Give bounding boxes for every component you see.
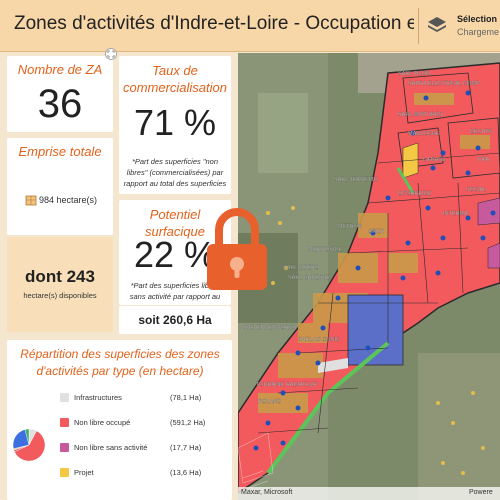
kpi-emprise-totale: Emprise totale 984 hectare(s)	[7, 138, 113, 235]
map-label: MAILLOCHE	[408, 131, 440, 137]
kpi-nombre-za-label: Nombre de ZA	[17, 62, 103, 77]
kpi-taux-commercialisation: Taux de commercialisation 71 % *Part des…	[119, 56, 231, 194]
header-divider	[418, 8, 419, 44]
kpi-nombre-za: Nombre de ZA 36	[7, 56, 113, 132]
map-view[interactable]: SARL FILON SAPRA ELECTRICAL COMP SARL MI…	[238, 53, 500, 500]
map-canvas[interactable]: SARL FILON SAPRA ELECTRICAL COMP SARL MI…	[238, 53, 500, 500]
map-label: SARL FILON	[398, 71, 430, 77]
legend-item[interactable]: Infrastructures (78,1 Ha)	[56, 391, 216, 405]
kpi-emprise-label: Emprise totale	[18, 144, 102, 159]
kpi-taux-value: 71 %	[133, 102, 217, 143]
legend-label: Non libre sans activité	[74, 443, 148, 452]
map-label: SAPRA ELECTRICAL COMP	[408, 81, 480, 87]
kpi-potentiel-value: 22 %	[133, 234, 217, 275]
kpi-soit: soit 260,6 Ha	[119, 306, 231, 334]
map-label: SHE ET NETWORKS	[243, 325, 296, 331]
kpi-disponibles-label: hectare(s) disponibles	[23, 291, 97, 300]
selection-status: Chargeme	[457, 27, 500, 37]
legend-item[interactable]: Non libre sans activité (17,7 Ha)	[56, 441, 216, 455]
legend-label: Infrastructures	[74, 393, 122, 402]
app-header: Zones d'activités d'Indre-et-Loire - Occ…	[0, 0, 500, 52]
map-label: ROLAND	[258, 399, 281, 405]
kpi-disponibles-value: dont 243	[25, 267, 95, 286]
legend-label: Non libre occupé	[74, 418, 131, 427]
map-label: MERITOSIDE	[308, 247, 342, 253]
legend-swatch	[60, 418, 69, 427]
lock-icon	[207, 208, 267, 290]
layers-icon[interactable]	[426, 14, 448, 36]
map-label: LA BASE	[423, 157, 446, 163]
map-label: ORER	[368, 229, 384, 235]
repartition-pie-chart[interactable]	[12, 428, 46, 462]
legend-value: (591,2 Ha)	[170, 418, 206, 427]
land-parcel-icon	[25, 195, 37, 206]
map-label: OCORREIDE	[398, 191, 432, 197]
map-label: SOCIAL	[466, 187, 486, 193]
selection-title[interactable]: Sélection p	[457, 14, 500, 24]
map-label: SARL AS CONIC	[298, 337, 340, 343]
kpi-taux-note: *Part des superficies "non libres" (comm…	[123, 157, 227, 188]
map-label: SARL LIBERO	[283, 265, 320, 271]
legend-item[interactable]: Non libre occupé (591,2 Ha)	[56, 416, 216, 430]
kpi-taux-label: Taux de commercialisation	[122, 63, 228, 95]
legend-value: (78,1 Ha)	[170, 393, 202, 402]
map-label: METRON	[338, 224, 362, 230]
legend-swatch	[60, 468, 69, 477]
repartition-panel: Répartition des superficies des zones d'…	[7, 340, 232, 500]
kpi-nombre-za-value: 36	[37, 82, 83, 126]
legend-item[interactable]: Projet (13,6 Ha)	[56, 466, 216, 480]
map-label: TOURAINE RADIATEUR	[256, 382, 317, 388]
kpi-soit-value: soit 260,6 Ha	[138, 313, 212, 327]
map-attribution: Maxar, Microsoft Powere	[238, 487, 500, 500]
legend-value: (17,7 Ha)	[170, 443, 202, 452]
kpi-disponibles: dont 243 hectare(s) disponibles	[7, 237, 113, 332]
map-label: INTERMA	[443, 211, 468, 217]
attribution-source: Maxar, Microsoft	[241, 489, 293, 496]
kpi-emprise-value: 984 hectare(s)	[39, 195, 98, 205]
expand-icon[interactable]	[105, 48, 117, 60]
map-label: FRA	[478, 157, 489, 163]
page-title: Zones d'activités d'Indre-et-Loire - Occ…	[14, 13, 414, 34]
map-label: SARL MINTURES	[398, 112, 443, 118]
legend-swatch	[60, 443, 69, 452]
legend-label: Projet	[74, 468, 94, 477]
kpi-potentiel-surfacique: Potentiel surfacique 22 % *Part des supe…	[119, 200, 231, 305]
kpi-potentiel-label: Potentiel surfacique	[145, 207, 205, 239]
kpi-potentiel-note: *Part des superficies libres sans activi…	[129, 281, 221, 301]
pie-slice-1[interactable]	[14, 430, 46, 462]
map-label: SARL JEANETTE	[334, 177, 378, 183]
legend-value: (13,6 Ha)	[170, 468, 202, 477]
pie-slice-5[interactable]	[24, 428, 30, 446]
legend-swatch	[60, 393, 69, 402]
map-label: DECATH	[470, 129, 492, 135]
attribution-powered[interactable]: Powere	[469, 489, 493, 496]
map-label: SARL CANESSE	[288, 275, 330, 281]
repartition-title: Répartition des superficies des zones d'…	[20, 347, 220, 378]
